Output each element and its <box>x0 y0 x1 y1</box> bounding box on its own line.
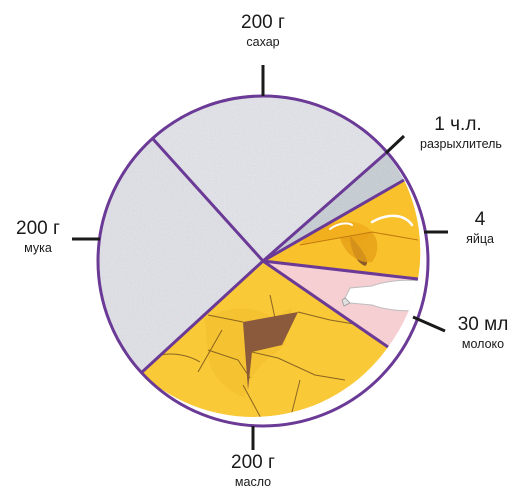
butter-amount: 200 г <box>231 452 275 473</box>
milk-leader-line <box>412 315 446 333</box>
baking-powder-name: разрыхлитель <box>420 137 502 151</box>
baking-powder-amount: 1 ч.л. <box>434 114 482 135</box>
butter-name: масло <box>234 475 272 489</box>
eggs-name: яйца <box>466 232 494 246</box>
milk-label: 30 мл молоко <box>446 314 520 352</box>
milk-name: молоко <box>461 337 505 351</box>
flour-label: 200 г мука <box>2 218 74 256</box>
sugar-name: сахар <box>246 35 280 49</box>
milk-segment <box>263 261 418 347</box>
powder-texture <box>263 153 404 261</box>
cracked-egg-illustration <box>299 214 419 266</box>
sugar-amount: 200 г <box>241 12 285 33</box>
eggs-label: 4 яйца <box>450 209 510 247</box>
sugar-label: 200 г сахар <box>213 12 313 50</box>
eggs-amount: 4 <box>474 209 486 230</box>
milk-amount: 30 мл <box>457 314 509 335</box>
milk-bottle-illustration <box>341 279 418 312</box>
flour-texture <box>98 139 263 373</box>
powder-leader-line <box>384 134 406 155</box>
flour-name: мука <box>24 241 52 255</box>
butter-label: 200 г масло <box>203 452 303 490</box>
baking-powder-label: 1 ч.л. разрыхлитель <box>402 114 520 152</box>
flour-amount: 200 г <box>16 218 60 239</box>
butter-illustration <box>159 294 361 417</box>
sugar-texture <box>153 97 386 262</box>
